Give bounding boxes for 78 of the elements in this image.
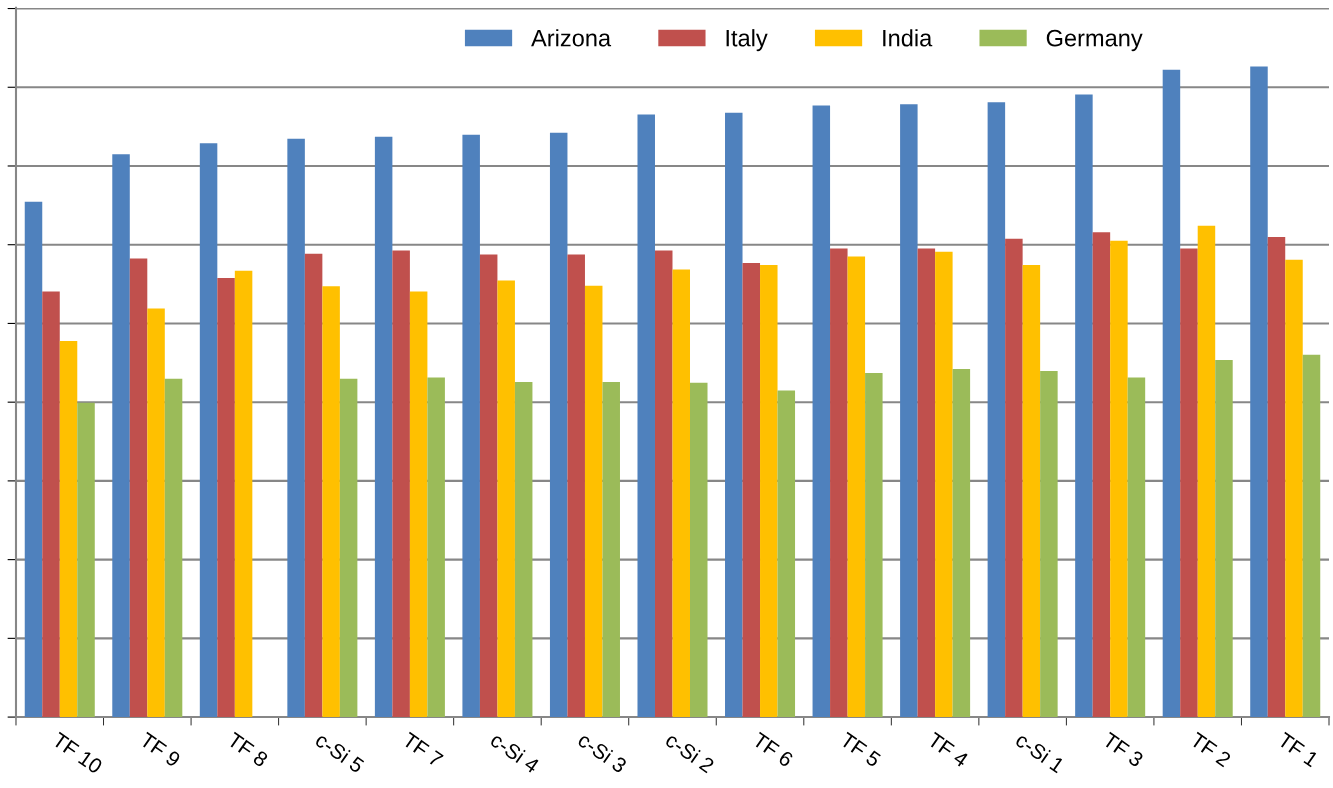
bar [392,250,410,718]
bar [409,291,428,718]
x-tick-label: TF 5 [839,731,882,768]
bar [742,262,761,718]
bar [1092,232,1111,718]
bar [1285,259,1303,718]
bar [637,114,655,718]
x-tick-label: c-Si 4 [489,731,541,774]
bar [549,132,568,718]
bar [339,378,358,718]
bar [497,280,515,718]
bar [1180,248,1198,718]
bar [830,248,848,718]
bar [935,251,953,718]
bar [1267,236,1286,718]
bar [1110,240,1128,718]
bar [1075,94,1093,718]
x-tick-label: TF 7 [401,731,444,768]
bar [1040,370,1058,718]
bar [287,138,305,718]
bar [427,377,445,718]
bar [129,258,148,718]
bar [1302,354,1321,718]
x-tick-label: TF 3 [1101,731,1145,768]
x-tick-label: c-Si 5 [314,731,366,774]
bar [1022,264,1041,718]
bar [374,136,393,718]
bar [952,368,971,718]
bar [812,105,831,718]
bar [217,277,235,718]
legend-label: Arizona [531,29,612,47]
bar [147,308,165,718]
x-tick-label: TF 6 [751,731,795,768]
x-tick-label: TF 1 [1276,731,1320,768]
bar [1215,359,1233,718]
bar [112,154,130,718]
bar [567,254,585,718]
bar [1127,377,1146,718]
bar [77,402,95,718]
x-tick-label: TF 10 [51,731,104,775]
bar [514,382,533,718]
bar [725,112,743,718]
bar [690,382,708,718]
bar [164,378,183,718]
x-tick-label: c-Si 1 [1014,731,1066,774]
bar [199,143,218,718]
bar [479,254,498,718]
bar [24,201,43,718]
bar [760,264,778,718]
bar [42,291,60,718]
x-tick-label: c-Si 2 [664,731,716,774]
bar [865,372,883,718]
bar [462,134,480,718]
bar [1197,225,1216,718]
bar [59,341,78,718]
bar [654,250,673,718]
bar [900,104,918,718]
bar [584,285,603,718]
bar [847,256,866,718]
bar [322,286,340,718]
bar [602,382,620,718]
bar [987,102,1006,718]
bar [777,390,796,718]
x-tick-label: c-Si 3 [576,731,628,774]
bar [1162,69,1181,718]
bar [304,253,323,718]
legend-label: India [883,29,933,47]
bar [234,270,253,718]
legend-label: Germany [1046,29,1143,52]
legend-label: Italy [726,29,768,52]
bar [672,269,691,718]
bar [1250,66,1268,718]
x-tick-label: TF 4 [926,731,970,768]
x-tick-label: TF 9 [138,731,182,768]
x-tick-label: TF 8 [226,731,269,768]
bar [1005,238,1023,718]
bar [917,248,936,718]
x-tick-label: TF 2 [1189,731,1232,768]
